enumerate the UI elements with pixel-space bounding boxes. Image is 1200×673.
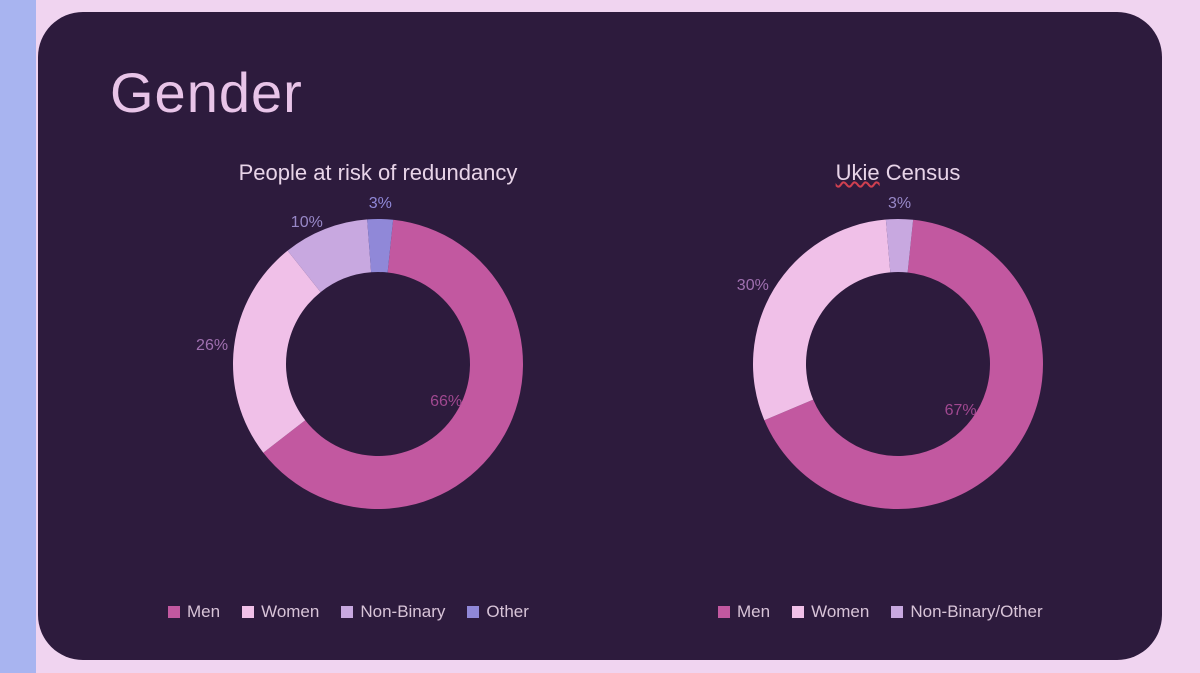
chart-title-right-suffix: Census [880, 160, 961, 185]
donut-slice [233, 251, 321, 453]
legend-item: Women [242, 602, 319, 622]
slice-label: 66% [430, 393, 462, 411]
slice-label: 67% [945, 402, 977, 420]
slice-label: 3% [888, 195, 911, 213]
legend-swatch [168, 606, 180, 618]
donut-slice [753, 220, 890, 421]
slice-label: 10% [291, 214, 323, 232]
legend-item: Men [718, 602, 770, 622]
legend-label: Non-Binary/Other [910, 602, 1042, 622]
donut-chart-right: 67%30%3% [738, 204, 1058, 524]
slice-label: 30% [737, 277, 769, 295]
chart-block-ukie: Ukie Census 67% 30% 3% [678, 160, 1118, 524]
legend-item: Women [792, 602, 869, 622]
legend-left: Men Women Non-Binary Other [168, 602, 529, 622]
legend-item: Men [168, 602, 220, 622]
chart-title-left: People at risk of redundancy [239, 160, 518, 186]
legend-swatch [341, 606, 353, 618]
donut-chart-left: 66%26%10%3% [218, 204, 538, 524]
legend-item: Non-Binary [341, 602, 445, 622]
legend-label: Men [187, 602, 220, 622]
legend-label: Women [261, 602, 319, 622]
legend-label: Women [811, 602, 869, 622]
chart-title-right-wavy: Ukie [836, 160, 880, 185]
legend-swatch [242, 606, 254, 618]
legend-item: Non-Binary/Other [891, 602, 1042, 622]
legend-swatch [891, 606, 903, 618]
legend-label: Men [737, 602, 770, 622]
chart-block-redundancy: People at risk of redundancy 66%26%10%3% [158, 160, 598, 524]
legend-swatch [718, 606, 730, 618]
legend-swatch [467, 606, 479, 618]
slide-card: Gender People at risk of redundancy 66%2… [38, 12, 1162, 660]
legend-right: Men Women Non-Binary/Other [718, 602, 1043, 622]
legend-label: Other [486, 602, 529, 622]
legend-item: Other [467, 602, 529, 622]
legend-label: Non-Binary [360, 602, 445, 622]
legend-swatch [792, 606, 804, 618]
chart-title-right: Ukie Census [836, 160, 961, 186]
slice-label: 26% [196, 337, 228, 355]
page-title: Gender [110, 60, 303, 125]
slice-label: 3% [369, 195, 392, 213]
